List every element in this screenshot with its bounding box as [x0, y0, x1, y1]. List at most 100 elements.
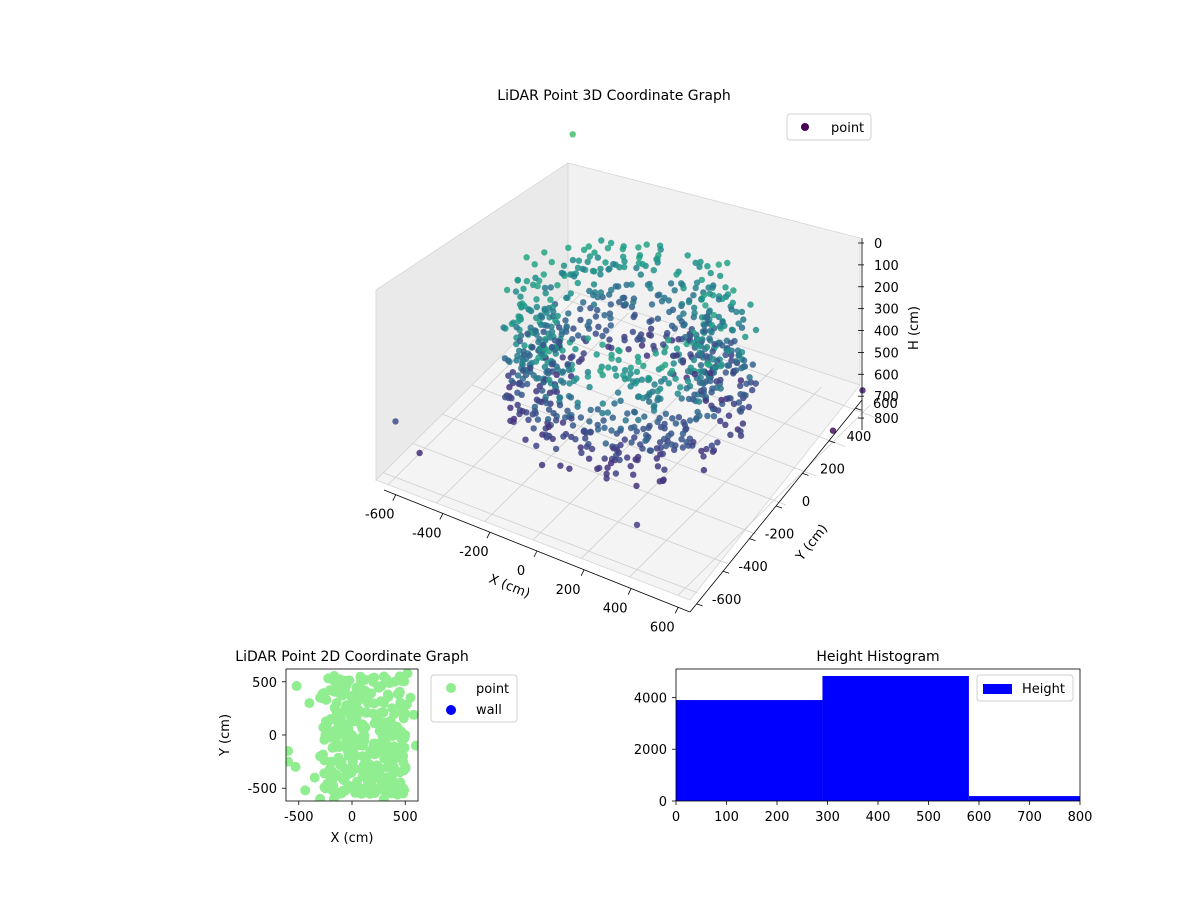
- grid-line-y: [412, 443, 728, 564]
- point-3d: [711, 341, 718, 348]
- point-3d: [552, 417, 560, 424]
- point-3d: [554, 282, 561, 289]
- point-3d: [664, 329, 671, 337]
- point-3d: [551, 383, 559, 390]
- point-3d: [562, 317, 569, 324]
- point-3d: [633, 521, 641, 529]
- point-3d: [583, 443, 591, 450]
- point-3d: [698, 447, 705, 455]
- y-tick-label: -600: [712, 593, 742, 608]
- point-3d: [658, 364, 666, 371]
- point-3d: [661, 466, 668, 473]
- point-3d: [710, 413, 718, 420]
- legend-label-height: Height: [1022, 682, 1065, 697]
- point-3d: [584, 258, 591, 265]
- x-tick-mark: [627, 588, 632, 595]
- point-3d: [704, 263, 711, 270]
- point-3d: [541, 284, 549, 292]
- point-3d: [586, 318, 593, 325]
- point-3d: [647, 325, 655, 332]
- point-3d: [734, 347, 742, 354]
- point-3d: [719, 319, 726, 326]
- h-tick-label: 500: [874, 346, 899, 361]
- legend-marker-height: [983, 684, 1012, 694]
- point-3d: [538, 398, 545, 406]
- point-3d: [603, 475, 610, 482]
- point-3d: [737, 382, 744, 389]
- point-3d: [691, 370, 698, 378]
- point-2d: [373, 682, 384, 693]
- point-3d: [697, 374, 704, 381]
- point-3d: [605, 364, 612, 371]
- point-3d: [566, 465, 573, 472]
- point-3d: [715, 261, 722, 268]
- point-2d: [356, 676, 366, 687]
- y-tick-label: 400: [847, 430, 872, 445]
- point-3d: [392, 418, 399, 425]
- point-3d: [518, 391, 525, 398]
- point-3d: [592, 330, 599, 337]
- point-3d: [859, 387, 866, 394]
- point-3d: [586, 418, 593, 425]
- h-tick-label: 600: [874, 368, 899, 383]
- point-3d: [599, 332, 606, 340]
- point-3d: [548, 343, 556, 351]
- point-3d: [637, 271, 644, 278]
- point-3d: [545, 423, 552, 430]
- point-3d: [586, 383, 593, 391]
- point-3d: [612, 470, 620, 477]
- point-2d: [347, 756, 358, 767]
- h-tick-label: 400: [874, 325, 899, 340]
- point-3d: [725, 347, 732, 355]
- point-2d: [392, 721, 402, 732]
- point-3d: [737, 377, 745, 384]
- point-2d: [291, 681, 302, 691]
- point-3d: [717, 385, 724, 392]
- point-3d: [641, 413, 648, 420]
- point-2d: [376, 740, 387, 751]
- point-3d: [656, 439, 664, 446]
- point-3d: [533, 442, 540, 449]
- point-3d: [631, 434, 638, 441]
- x-tick-label-hist: 300: [815, 810, 840, 825]
- point-3d: [700, 386, 707, 393]
- point-3d: [660, 341, 667, 348]
- point-3d: [699, 368, 706, 375]
- point-3d: [615, 449, 622, 456]
- point-3d: [627, 364, 634, 372]
- point-3d: [584, 368, 592, 376]
- title-3d: LiDAR Point 3D Coordinate Graph: [497, 88, 730, 104]
- point-3d: [673, 271, 680, 278]
- point-3d: [610, 260, 617, 268]
- point-3d: [556, 402, 564, 409]
- point-3d: [622, 417, 629, 424]
- point-3d: [749, 361, 756, 368]
- point-3d: [571, 273, 578, 280]
- point-3d: [629, 328, 637, 336]
- point-2d: [317, 688, 328, 699]
- point-3d: [733, 308, 740, 316]
- point-2d: [333, 721, 344, 732]
- point-3d: [622, 300, 629, 308]
- legend-marker-point-2d: [446, 683, 456, 693]
- point-3d: [611, 365, 618, 372]
- point-3d: [601, 312, 608, 319]
- point-3d: [604, 245, 612, 252]
- point-3d: [665, 337, 672, 344]
- y-tick-label-2d: 500: [252, 676, 277, 691]
- point-3d: [648, 317, 655, 324]
- point-3d: [580, 428, 587, 435]
- point-3d: [708, 402, 715, 409]
- point-2d: [328, 780, 339, 791]
- point-3d: [690, 356, 698, 364]
- point-3d: [628, 439, 635, 446]
- point-3d: [508, 377, 515, 385]
- point-3d: [523, 254, 530, 261]
- point-3d: [640, 425, 647, 433]
- point-3d: [577, 444, 584, 451]
- point-3d: [560, 262, 568, 269]
- point-3d: [722, 284, 729, 291]
- legend-marker-wall-2d: [446, 705, 456, 715]
- point-3d: [605, 343, 612, 350]
- point-3d: [621, 263, 628, 271]
